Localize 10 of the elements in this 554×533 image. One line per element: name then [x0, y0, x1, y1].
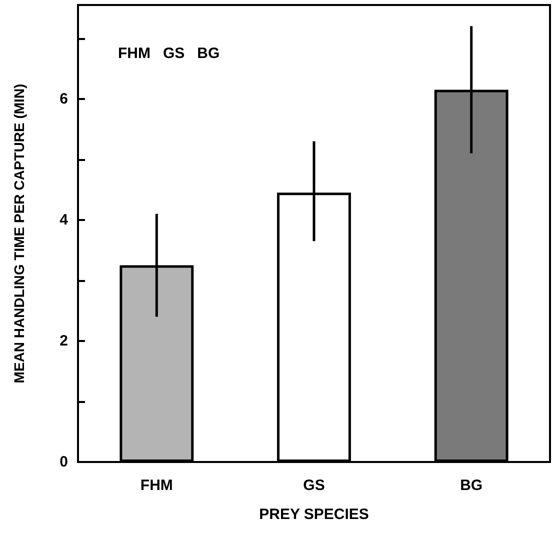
y-tick-label: 0 — [60, 454, 68, 470]
y-tick-label: 2 — [60, 332, 68, 350]
x-tick-label: GS — [303, 477, 325, 494]
y-tick-label: 6 — [60, 90, 68, 108]
y-axis-title: MEAN HANDLING TIME PER CAPTURE (MIN) — [11, 84, 27, 384]
x-tick-label: BG — [460, 477, 483, 494]
annotation: FHM GS BG — [118, 45, 220, 62]
y-tick-label: 4 — [60, 211, 69, 228]
x-tick-label: FHM — [140, 477, 173, 494]
x-axis-title: PREY SPECIES — [259, 506, 369, 523]
